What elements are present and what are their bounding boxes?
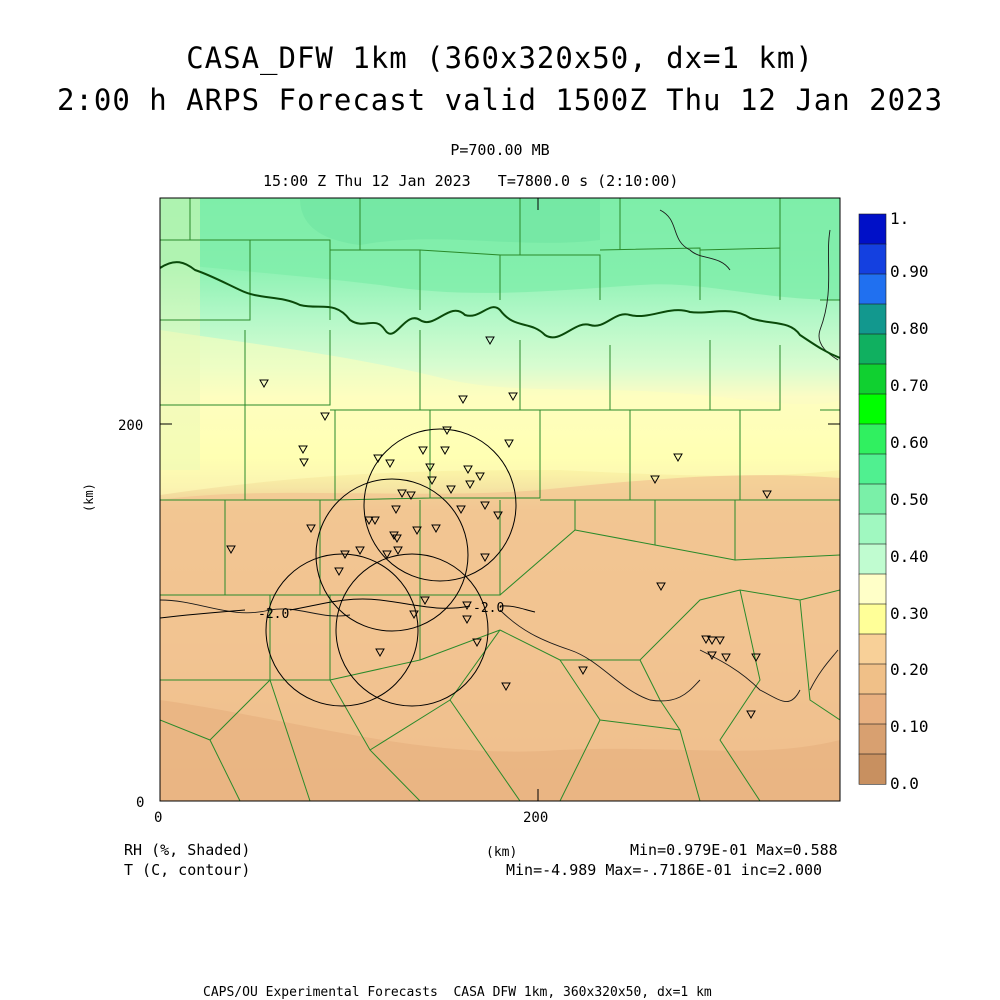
state-border [160,261,840,359]
colorbar-swatch [858,693,887,725]
x-tick-0: 0 [154,810,162,826]
valid-time: 15:00 Z Thu 12 Jan 2023 T=7800.0 s (2:10… [263,172,679,190]
colorbar-label: 0.0 [890,774,919,793]
colorbar-swatch [858,453,887,485]
radar-ring [265,553,419,707]
colorbar-label: 0.30 [890,604,929,623]
colorbar-swatch [858,483,887,515]
t-label: T (C, contour) [124,861,251,879]
colorbar-swatch [858,573,887,605]
colorbar-label: 0.10 [890,717,929,736]
colorbar-swatch [858,753,887,785]
plot-title: CASA_DFW 1km (360x320x50, dx=1 km) [186,41,814,75]
colorbar-swatch [858,243,887,275]
pressure-level: P=700.00 MB [450,141,550,159]
temperature-contours [160,598,536,619]
contour-label: -2.0 [473,601,504,616]
county-lines [160,198,840,801]
colorbar-swatch [858,303,887,335]
rh-stats: Min=0.979E-01 Max=0.588 [630,841,838,859]
colorbar-swatch [858,333,887,365]
rh-band-050 [300,198,600,245]
colorbar-label: 0.40 [890,547,929,566]
colorbar-swatch [858,663,887,695]
t-stats: Min=-4.989 Max=-.7186E-01 inc=2.000 [506,861,823,879]
colorbar-swatch [858,423,887,455]
colorbar-label: 0.50 [890,490,929,509]
map-frame [159,197,841,802]
colorbar-label: 0.90 [890,262,929,281]
radar-ring [363,428,517,582]
radar-ring [315,478,469,632]
rh-label: RH (%, Shaded) [124,841,251,859]
axis-ticks [160,198,840,801]
colorbar-swatch [858,213,887,245]
colorbar-label: 0.60 [890,433,929,452]
colorbar-swatch [858,543,887,575]
colorbar [858,213,887,785]
colorbar-label: 0.80 [890,319,929,338]
contour-label: -2.0 [258,607,289,622]
colorbar-swatch [858,363,887,395]
rh-band-020 [160,475,840,801]
colorbar-label: 0.70 [890,376,929,395]
map-area[interactable] [160,198,840,801]
colorbar-label: 0.20 [890,660,929,679]
colorbar-swatch [858,723,887,755]
rh-band-010 [160,700,840,801]
colorbar-label: 1. [890,209,909,228]
colorbar-swatch [858,603,887,635]
y-tick-0: 0 [136,795,144,811]
station-markers [226,336,772,720]
plot-subtitle: 2:00 h ARPS Forecast valid 1500Z Thu 12 … [56,83,944,117]
y-tick-200: 200 [118,418,143,434]
x-tick-200: 200 [523,810,548,826]
credit-line: CAPS/OU Experimental Forecasts CASA DFW … [203,985,712,1000]
x-axis-label: (km) [486,845,518,860]
colorbar-labels: 1. 0.90 0.80 0.70 0.60 0.50 0.40 0.30 0.… [890,209,929,793]
colorbar-swatch [858,633,887,665]
radar-ring [335,553,489,707]
y-axis-label: (km) [82,483,96,512]
colorbar-swatch [858,273,887,305]
rh-west-strip [160,198,200,470]
colorbar-swatch [858,393,887,425]
radar-range-rings [265,428,517,707]
colorbar-swatch [858,513,887,545]
